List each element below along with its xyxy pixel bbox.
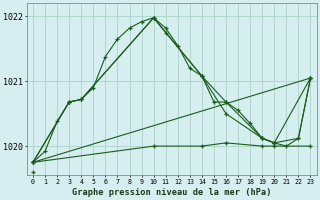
X-axis label: Graphe pression niveau de la mer (hPa): Graphe pression niveau de la mer (hPa): [72, 188, 271, 197]
